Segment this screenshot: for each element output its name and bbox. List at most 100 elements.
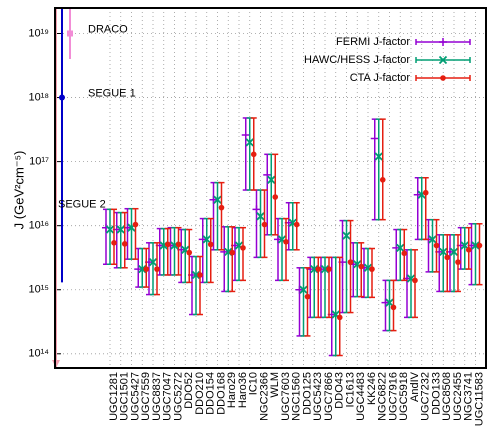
- point: [134, 265, 143, 274]
- point: [433, 242, 440, 249]
- point: [132, 221, 139, 228]
- point: [428, 235, 437, 244]
- point: [191, 270, 201, 280]
- point: [310, 264, 319, 274]
- y-tick-label: 10¹⁷: [29, 156, 49, 168]
- legend-marker: [440, 75, 446, 81]
- x-tick-label: UGC1501: [119, 372, 131, 421]
- point: [59, 94, 65, 101]
- point: [401, 250, 408, 257]
- point: [250, 151, 257, 158]
- point: [175, 241, 182, 248]
- x-tick-label: DDO210: [194, 372, 206, 415]
- point: [245, 138, 254, 147]
- x-tick-label: AndIV: [409, 371, 421, 402]
- x-tick-label: UGC7232: [420, 372, 432, 421]
- point: [381, 298, 390, 307]
- y-tick-label: 10¹⁶: [29, 220, 49, 232]
- legend-label: FERMI J-factor: [336, 36, 410, 48]
- x-tick-label: UGC7916: [387, 372, 399, 421]
- point: [197, 272, 203, 278]
- x-tick-label: WLM: [269, 372, 281, 398]
- point: [358, 263, 365, 270]
- point: [422, 189, 429, 196]
- point: [256, 212, 265, 221]
- point: [396, 243, 405, 253]
- x-tick-label: UGC7866: [323, 372, 335, 421]
- point: [274, 235, 282, 244]
- point: [326, 266, 332, 272]
- point: [385, 298, 394, 307]
- point: [320, 264, 330, 274]
- point: [198, 235, 207, 244]
- x-tick-label: NGC6822: [377, 372, 389, 421]
- point: [116, 225, 125, 234]
- point: [369, 266, 375, 272]
- point: [209, 195, 218, 204]
- x-tick-label: UGC8837: [151, 372, 163, 421]
- y-axis-label: J (GeV²cm⁻⁵): [11, 151, 26, 230]
- y-tick-label: 10¹⁹: [28, 27, 49, 39]
- point: [455, 259, 461, 265]
- point: [392, 243, 401, 252]
- x-tick-label: UGC2455: [452, 372, 464, 421]
- point: [379, 177, 386, 183]
- x-tick-label: UGC1281: [108, 372, 120, 421]
- point: [465, 247, 472, 253]
- legend-label: HAWC/HESS J-factor: [304, 54, 410, 66]
- plot-frame: [54, 7, 487, 369]
- x-tick-label: Haro36: [237, 372, 249, 408]
- point: [299, 285, 308, 294]
- x-tick-label: NGC3741: [463, 372, 475, 421]
- point: [412, 277, 418, 284]
- y-tick-label: 10¹⁴: [28, 348, 49, 360]
- point: [304, 293, 311, 300]
- x-tick-label: UGC4483: [355, 372, 367, 421]
- x-tick-label: UGC5427: [129, 372, 141, 421]
- x-tick-label: UGC8508: [441, 372, 453, 421]
- legend-marker: [439, 38, 447, 46]
- x-tick-label: UGC7047: [162, 372, 174, 421]
- point: [121, 241, 128, 247]
- point: [390, 304, 397, 311]
- point: [444, 254, 451, 261]
- point: [105, 225, 115, 234]
- x-tick-label: DDO133: [430, 372, 442, 415]
- point: [261, 221, 268, 228]
- point: [218, 204, 225, 211]
- point: [413, 190, 422, 199]
- point: [186, 249, 193, 256]
- point: [202, 235, 211, 244]
- point: [148, 257, 158, 267]
- point: [67, 30, 73, 37]
- point: [252, 205, 261, 214]
- point: [138, 264, 147, 274]
- point: [370, 134, 379, 143]
- x-tick-label: UGC5918: [398, 372, 410, 421]
- point: [295, 285, 304, 294]
- legend-marker: [438, 55, 448, 65]
- point: [347, 259, 354, 265]
- x-tick-label: DDO125: [301, 372, 313, 415]
- point: [240, 245, 246, 251]
- point: [476, 242, 483, 249]
- point: [272, 194, 279, 200]
- x-tick-label: NGC1560: [291, 372, 303, 421]
- point: [267, 175, 276, 184]
- point: [143, 266, 150, 272]
- point: [154, 266, 160, 272]
- x-tick-label: UGC7603: [280, 372, 292, 421]
- x-tick-label: IC10: [248, 372, 260, 395]
- point: [471, 241, 480, 250]
- point: [207, 241, 214, 248]
- point: [336, 314, 343, 321]
- x-tick-label: UGC5272: [172, 372, 184, 421]
- x-tick-label: DDO154: [205, 372, 217, 415]
- x-tick-label: IC1613: [344, 372, 356, 407]
- point: [293, 221, 300, 228]
- dwarf-label: DRACO: [88, 23, 128, 35]
- point: [283, 239, 289, 245]
- y-tick-label: 10¹⁵: [29, 284, 49, 296]
- point: [111, 240, 117, 246]
- point: [164, 241, 171, 248]
